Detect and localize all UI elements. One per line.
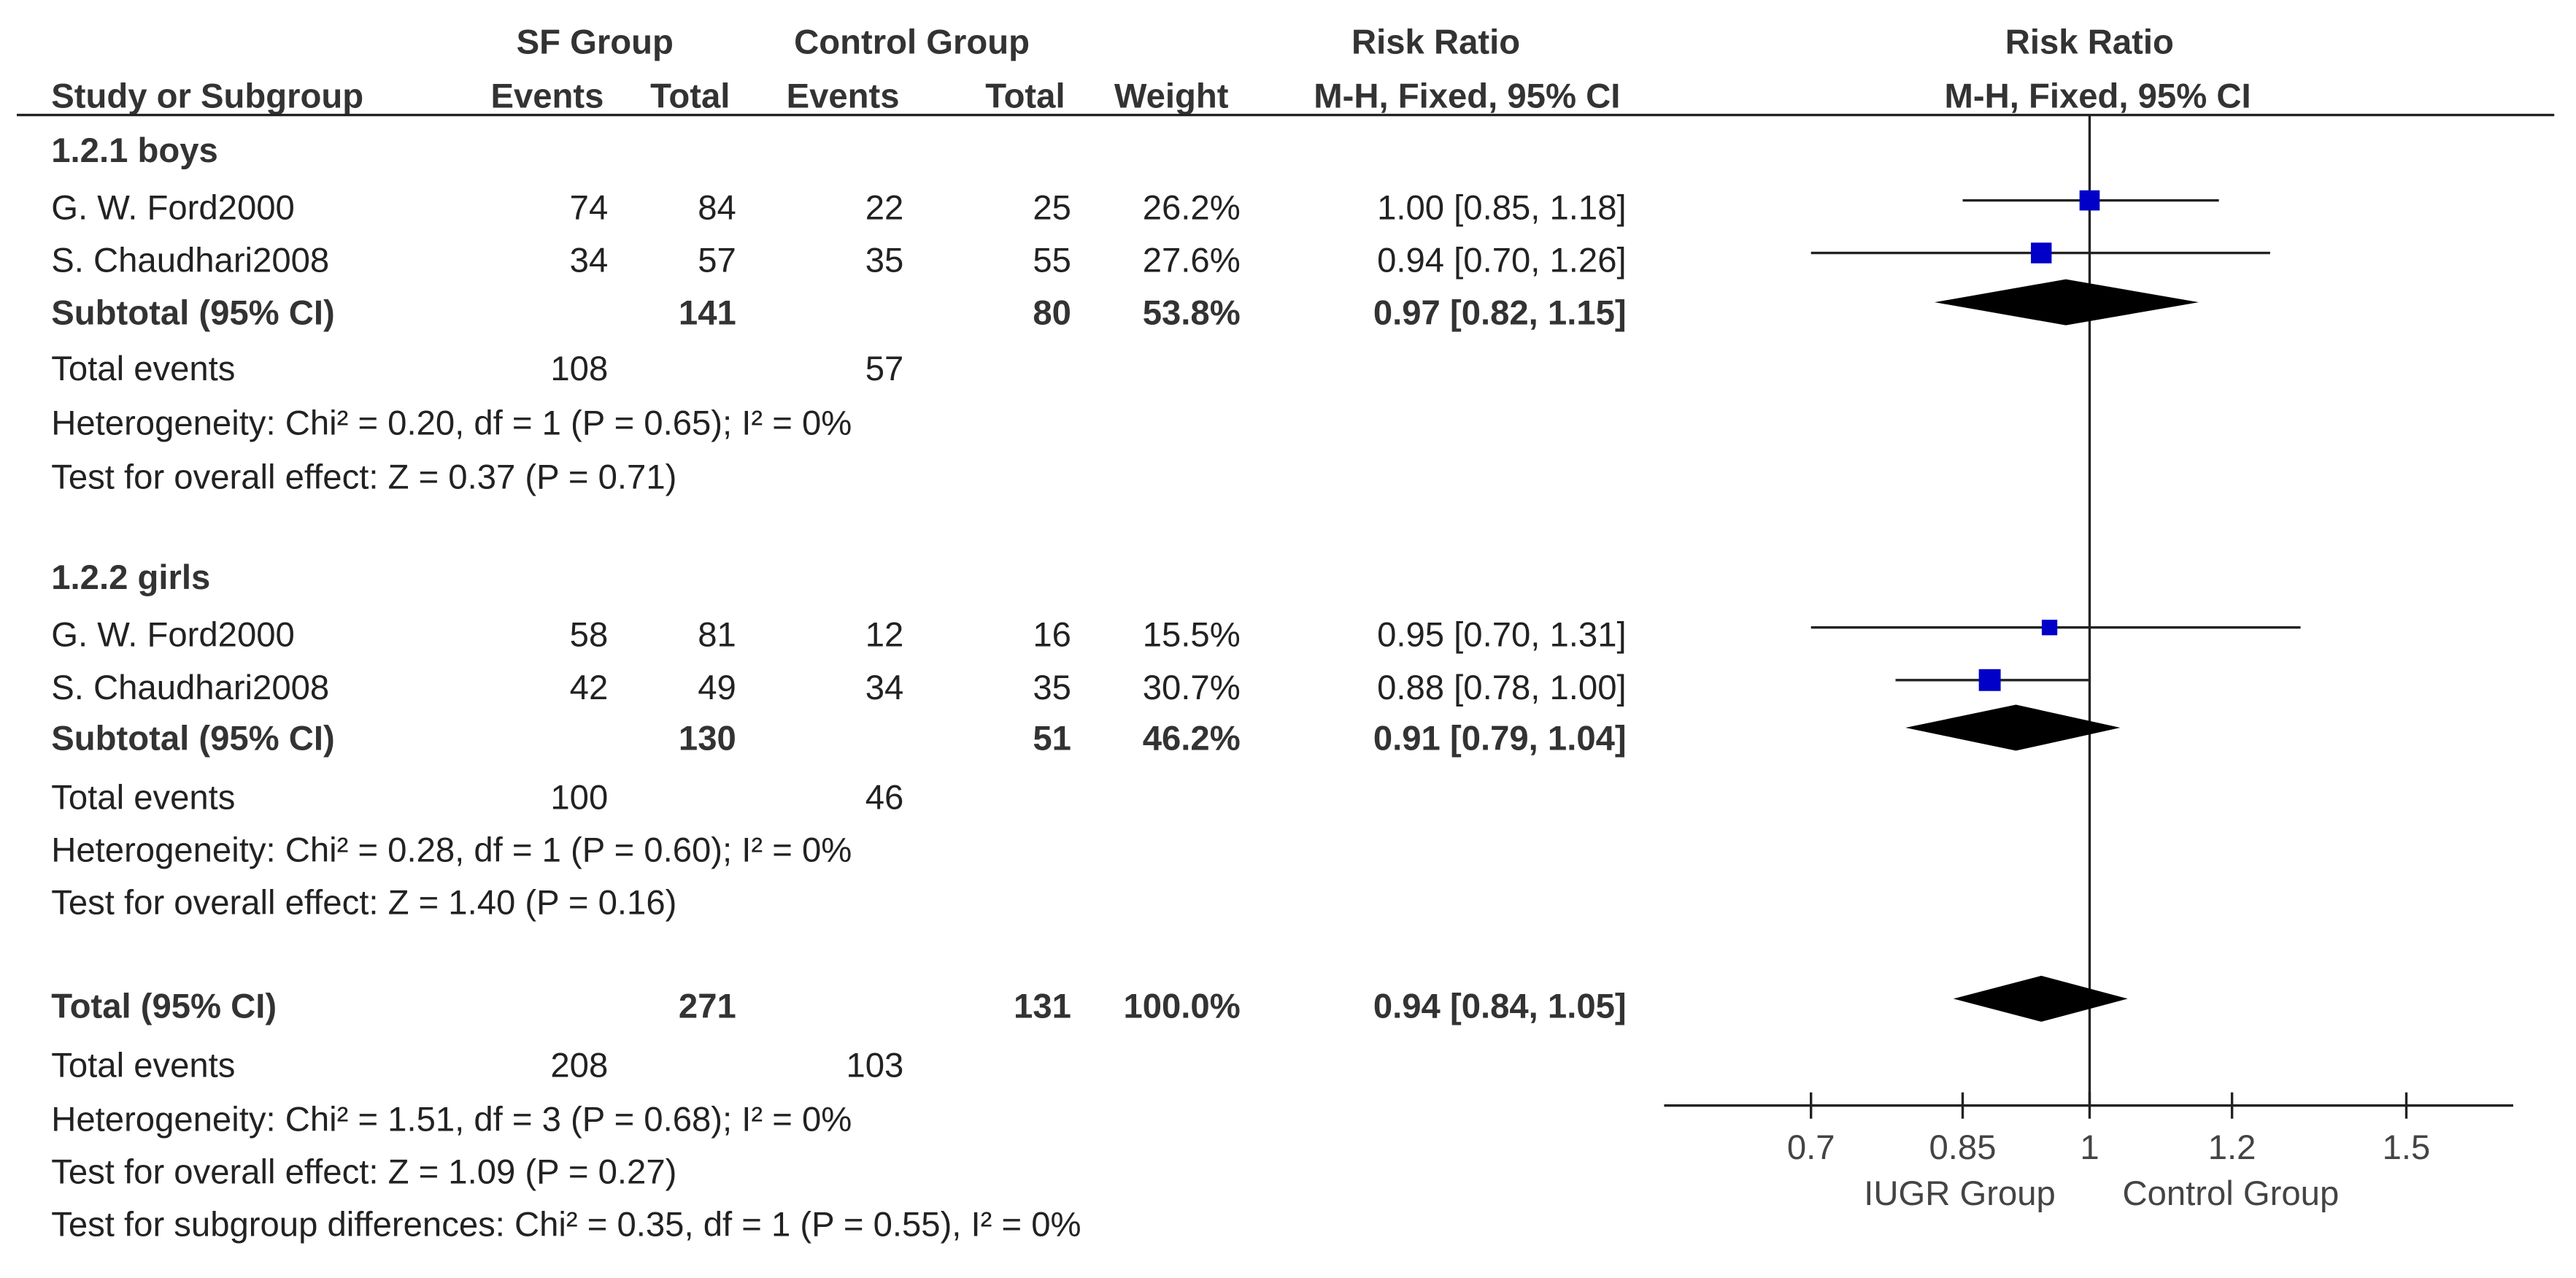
- heterogeneity: Heterogeneity: Chi² = 0.20, df = 1 (P = …: [51, 404, 852, 442]
- column-header: Total: [650, 77, 730, 116]
- pooled-diamond: [1953, 975, 2128, 1022]
- cell-events2: 12: [865, 616, 904, 655]
- favours-right: Control Group: [2122, 1174, 2339, 1213]
- group-header: SF Group: [517, 23, 674, 61]
- cell-events1: 108: [550, 350, 608, 388]
- cell-ci-label: 1.00 [0.85, 1.18]: [1377, 189, 1627, 228]
- subgroup-name: 1.2.1 boys: [51, 131, 217, 170]
- study-name: S. Chaudhari2008: [51, 242, 329, 280]
- column-header: M-H, Fixed, 95% CI: [1314, 77, 1620, 116]
- pooled-diamond: [1935, 279, 2199, 326]
- column-header: Total: [985, 77, 1065, 116]
- cell-events1: 100: [550, 779, 608, 817]
- cell-ci-label: 0.95 [0.70, 1.31]: [1377, 616, 1627, 655]
- cell-total1: 57: [698, 242, 736, 280]
- overall-effect: Test for overall effect: Z = 1.40 (P = 0…: [51, 884, 676, 923]
- cell-total1: 81: [698, 616, 736, 655]
- study-name: G. W. Ford2000: [51, 189, 295, 228]
- column-header: Weight: [1114, 77, 1229, 116]
- cell-events2: 57: [865, 350, 904, 388]
- cell-total2: 131: [1014, 987, 1071, 1025]
- subgroup-name: 1.2.2 girls: [51, 558, 210, 597]
- cell-ci-label: 0.97 [0.82, 1.15]: [1373, 294, 1627, 333]
- study-square: [1978, 669, 2001, 691]
- cell-total2: 35: [1033, 669, 1071, 707]
- heterogeneity: Heterogeneity: Chi² = 0.28, df = 1 (P = …: [51, 831, 852, 870]
- cell-events1: 58: [570, 616, 609, 655]
- cell-events1: 74: [570, 189, 609, 228]
- cell-total1: 130: [679, 720, 736, 758]
- study-square: [2031, 242, 2052, 263]
- study-square: [2079, 190, 2100, 211]
- cell-weight: 53.8%: [1143, 294, 1241, 333]
- subgroup-differences: Test for subgroup differences: Chi² = 0.…: [51, 1206, 1081, 1244]
- cell-ci-label: 0.94 [0.70, 1.26]: [1377, 242, 1627, 280]
- cell-total2: 55: [1033, 242, 1071, 280]
- cell-weight: 30.7%: [1143, 669, 1241, 707]
- subtotal-label: Subtotal (95% CI): [51, 720, 335, 758]
- overall-effect: Test for overall effect: Z = 0.37 (P = 0…: [51, 458, 676, 497]
- x-tick-label: 1.5: [2383, 1128, 2431, 1167]
- total-events-label: Total events: [51, 779, 235, 817]
- cell-weight: 27.6%: [1143, 242, 1241, 280]
- x-tick-label: 1: [2080, 1128, 2099, 1167]
- cell-total2: 80: [1033, 294, 1071, 333]
- cell-events2: 34: [865, 669, 904, 707]
- cell-weight: 100.0%: [1123, 987, 1240, 1025]
- cell-weight: 46.2%: [1143, 720, 1241, 758]
- favours-left: IUGR Group: [1864, 1174, 2056, 1213]
- cell-ci-label: 0.91 [0.79, 1.04]: [1373, 720, 1627, 758]
- overall-effect: Test for overall effect: Z = 1.09 (P = 0…: [51, 1153, 676, 1192]
- cell-events2: 46: [865, 779, 904, 817]
- heterogeneity: Heterogeneity: Chi² = 1.51, df = 3 (P = …: [51, 1101, 852, 1139]
- cell-events2: 103: [847, 1046, 904, 1085]
- x-tick-label: 0.7: [1787, 1128, 1835, 1167]
- cell-total2: 25: [1033, 189, 1071, 228]
- study-square: [2041, 620, 2058, 636]
- cell-events1: 34: [570, 242, 609, 280]
- column-header: M-H, Fixed, 95% CI: [1945, 77, 2251, 116]
- cell-total1: 141: [679, 294, 736, 333]
- cell-ci-label: 0.88 [0.78, 1.00]: [1377, 669, 1627, 707]
- cell-ci-label: 0.94 [0.84, 1.05]: [1373, 987, 1627, 1025]
- study-name: S. Chaudhari2008: [51, 669, 329, 707]
- column-header: Events: [490, 77, 603, 116]
- cell-weight: 15.5%: [1143, 616, 1241, 655]
- cell-total1: 84: [698, 189, 736, 228]
- study-name: G. W. Ford2000: [51, 616, 295, 655]
- cell-events1: 208: [550, 1046, 608, 1085]
- group-header: Risk Ratio: [1351, 23, 1520, 61]
- total-events-label: Total events: [51, 1046, 235, 1085]
- x-tick-label: 1.2: [2208, 1128, 2256, 1167]
- group-header: Risk Ratio: [2005, 23, 2174, 61]
- pooled-diamond: [1905, 704, 2121, 751]
- subtotal-label: Subtotal (95% CI): [51, 294, 335, 333]
- total-label: Total (95% CI): [51, 987, 277, 1025]
- cell-total2: 51: [1033, 720, 1071, 758]
- total-events-label: Total events: [51, 350, 235, 388]
- cell-total2: 16: [1033, 616, 1071, 655]
- column-header: Events: [787, 77, 900, 116]
- x-tick-label: 0.85: [1929, 1128, 1997, 1167]
- cell-total1: 49: [698, 669, 736, 707]
- cell-events2: 22: [865, 189, 904, 228]
- column-header: Study or Subgroup: [51, 77, 363, 116]
- cell-events1: 42: [570, 669, 609, 707]
- group-header: Control Group: [794, 23, 1030, 61]
- cell-total1: 271: [679, 987, 736, 1025]
- cell-events2: 35: [865, 242, 904, 280]
- cell-weight: 26.2%: [1143, 189, 1241, 228]
